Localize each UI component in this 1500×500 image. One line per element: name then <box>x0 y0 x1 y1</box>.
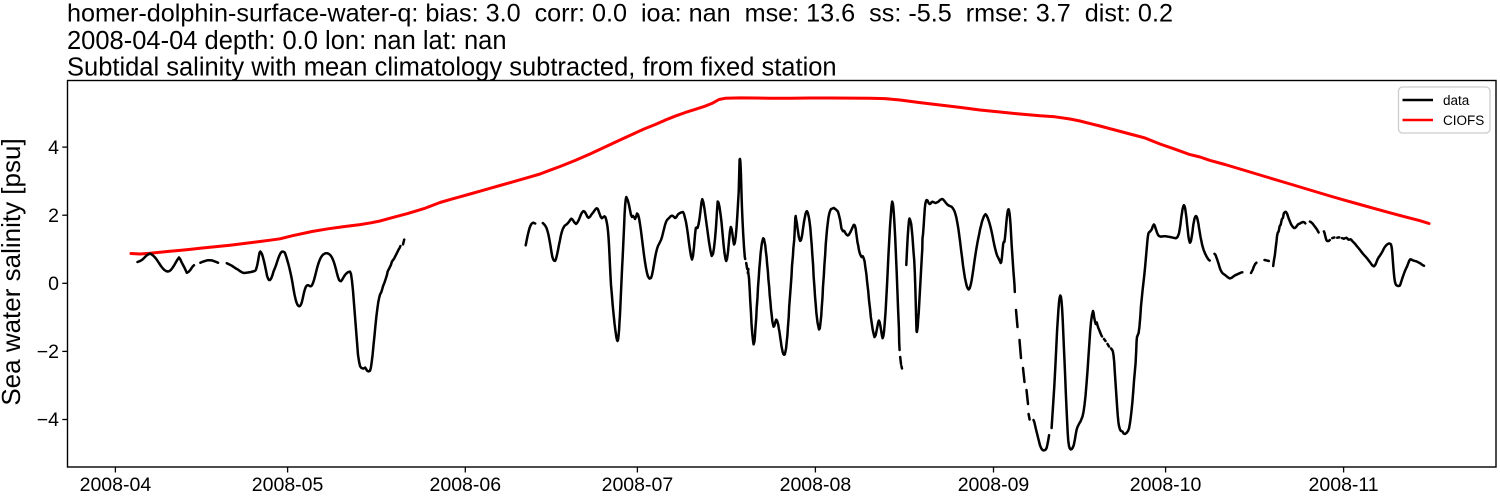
svg-text:2008-09: 2008-09 <box>958 474 1030 496</box>
svg-text:0: 0 <box>48 273 59 295</box>
svg-text:2008-08: 2008-08 <box>780 474 852 496</box>
svg-text:2008-11: 2008-11 <box>1309 474 1379 496</box>
svg-text:data: data <box>1443 93 1470 108</box>
svg-text:2008-04: 2008-04 <box>80 474 152 496</box>
svg-text:2008-07: 2008-07 <box>602 474 674 496</box>
svg-text:2: 2 <box>48 205 59 227</box>
svg-text:2008-06: 2008-06 <box>430 474 502 496</box>
svg-text:Subtidal salinity with mean cl: Subtidal salinity with mean climatology … <box>67 54 837 82</box>
svg-text:−2: −2 <box>37 341 59 363</box>
svg-text:Sea water salinity [psu]: Sea water salinity [psu] <box>0 138 26 405</box>
svg-text:−4: −4 <box>37 409 59 431</box>
svg-text:homer-dolphin-surface-water-q:: homer-dolphin-surface-water-q: bias: 3.0… <box>67 0 1173 28</box>
svg-text:4: 4 <box>48 137 59 159</box>
svg-text:2008-04-04 depth: 0.0 lon: nan: 2008-04-04 depth: 0.0 lon: nan lat: nan <box>67 27 507 55</box>
svg-text:2008-10: 2008-10 <box>1130 474 1202 496</box>
svg-text:CIOFS: CIOFS <box>1443 113 1484 128</box>
svg-text:2008-05: 2008-05 <box>252 474 324 496</box>
